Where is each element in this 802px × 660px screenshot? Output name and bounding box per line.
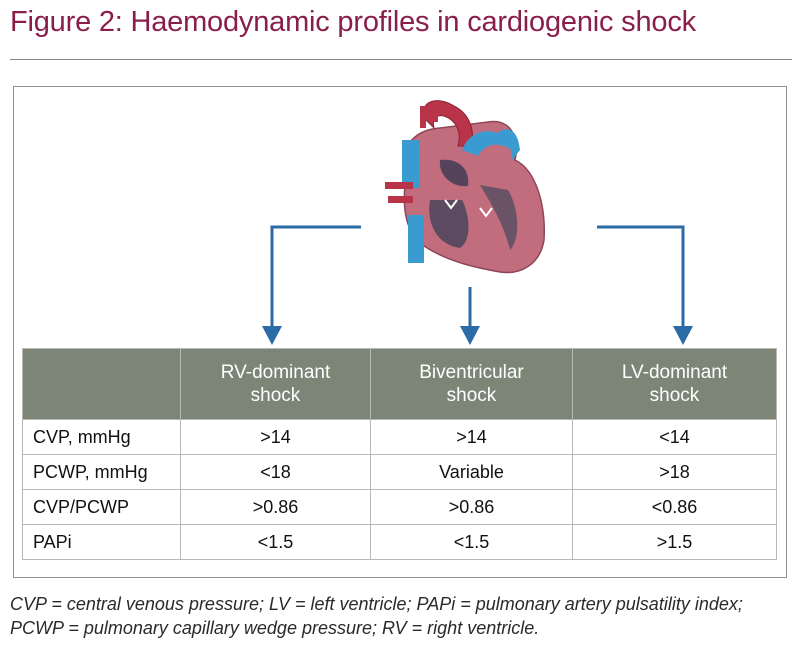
- header-rv-dominant: RV-dominant shock: [180, 348, 371, 420]
- row-label: PCWP, mmHg: [22, 454, 181, 490]
- table-cell: Variable: [370, 454, 573, 490]
- table-row: CVP/PCWP >0.86 >0.86 <0.86: [22, 489, 777, 525]
- table-cell: <0.86: [572, 489, 777, 525]
- table-row: PCWP, mmHg <18 Variable >18: [22, 454, 777, 490]
- table-cell: >18: [572, 454, 777, 490]
- figure-caption: CVP = central venous pressure; LV = left…: [10, 594, 743, 638]
- arrow-to-lv-column: [597, 225, 685, 330]
- table-cell: >14: [370, 419, 573, 455]
- row-label: CVP, mmHg: [22, 419, 181, 455]
- heart-cross-section-icon: [385, 100, 545, 274]
- arrow-to-rv-column: [270, 225, 361, 330]
- figure-frame: [13, 86, 787, 578]
- down-arrow-icon: [460, 326, 480, 345]
- header-lv-dominant: LV-dominant shock: [572, 348, 777, 420]
- table-header-row: RV-dominant shock Biventricular shock LV-d…: [22, 348, 777, 420]
- table-cell: <1.5: [180, 524, 371, 560]
- table-row: PAPi <1.5 <1.5 >1.5: [22, 524, 777, 560]
- table-cell: >0.86: [370, 489, 573, 525]
- row-label: CVP/PCWP: [22, 489, 181, 525]
- table-cell: <18: [180, 454, 371, 490]
- title-divider: [10, 59, 792, 60]
- table-cell: <1.5: [370, 524, 573, 560]
- table-cell: <14: [572, 419, 777, 455]
- table-cell: >0.86: [180, 489, 371, 525]
- down-arrow-icon: [673, 326, 693, 345]
- haemodynamic-profiles-table: RV-dominant shock Biventricular shock LV-d…: [22, 348, 777, 560]
- table-cell: >1.5: [572, 524, 777, 560]
- row-label: PAPi: [22, 524, 181, 560]
- header-biventricular: Biventricular shock: [370, 348, 573, 420]
- figure-title: Figure 2: Haemodynamic profiles in cardi…: [10, 6, 696, 38]
- down-arrow-icon: [262, 326, 282, 345]
- table-cell: >14: [180, 419, 371, 455]
- table-row: CVP, mmHg >14 >14 <14: [22, 419, 777, 455]
- heart-diagram: [262, 100, 693, 345]
- header-blank-cell: [22, 348, 181, 420]
